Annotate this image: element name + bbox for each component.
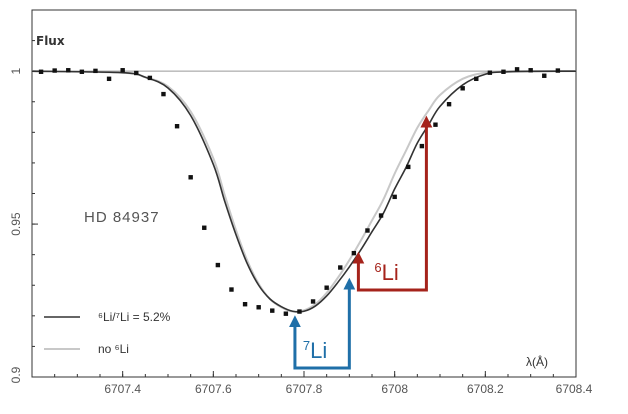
x-tick-label: 6707.4	[104, 382, 141, 396]
li6-element: Li	[382, 260, 399, 285]
observed-point	[120, 68, 125, 73]
y-axis-title: Flux	[36, 34, 65, 48]
y-tick-label: 0.95	[9, 212, 23, 236]
li6-arrow	[352, 115, 433, 292]
observed-point	[392, 194, 397, 200]
observed-point	[270, 308, 275, 313]
observed-data-points	[38, 67, 561, 316]
observed-point	[174, 124, 180, 129]
y-tick-label: 0.9	[9, 366, 23, 383]
x-tick-label: 6707.6	[195, 382, 232, 396]
observed-point	[202, 225, 207, 230]
observed-point	[365, 228, 370, 233]
observed-point	[147, 75, 153, 81]
observed-point	[161, 91, 166, 97]
observed-point	[338, 265, 343, 270]
observed-point	[310, 299, 316, 304]
x-tick-label: 6708	[381, 382, 408, 396]
observed-point	[474, 76, 479, 82]
li6-label: 6Li	[374, 260, 398, 285]
x-tick-label: 6707.8	[286, 382, 323, 396]
observed-point	[433, 122, 438, 127]
observed-point	[406, 164, 411, 170]
observed-point	[215, 262, 221, 268]
legend-label-no-li6: no ⁶Li	[98, 342, 129, 356]
observed-point	[38, 69, 44, 74]
observed-point	[378, 213, 384, 218]
li7-mass-number: 7	[303, 338, 310, 353]
observed-point	[66, 68, 71, 73]
x-axis-ticks: 6707.4 6707.6 6707.8 6708 6708.2 6708.4	[54, 371, 593, 396]
observed-point	[188, 175, 193, 180]
observed-point	[555, 68, 561, 73]
x-axis-title: λ(Å)	[526, 354, 548, 369]
li6-mass-number: 6	[374, 260, 381, 275]
observed-point	[283, 311, 289, 316]
li6-annotation: 6Li	[352, 115, 433, 292]
observed-point	[256, 305, 261, 310]
li7-element: Li	[310, 338, 327, 363]
observed-point	[93, 68, 98, 74]
series-li6-ratio-line	[31, 70, 577, 313]
observed-point	[419, 143, 425, 149]
observed-point	[324, 285, 329, 290]
observed-point	[229, 287, 234, 292]
y-tick-label: 1	[9, 68, 23, 75]
legend-label-li6-ratio: ⁶Li/⁷Li = 5.2%	[98, 310, 171, 324]
observed-point	[542, 73, 547, 78]
observed-point	[351, 250, 357, 256]
li7-label: 7Li	[303, 338, 327, 363]
legend: ⁶Li/⁷Li = 5.2% no ⁶Li	[44, 310, 171, 356]
observed-point	[460, 86, 465, 91]
series-no-li6-line	[31, 70, 577, 313]
observed-point	[242, 302, 248, 307]
observed-point	[487, 70, 493, 75]
x-tick-label: 6708.2	[467, 382, 504, 396]
observed-point	[79, 69, 85, 74]
star-name-label: HD 84937	[84, 209, 160, 226]
li7-arrow	[288, 277, 356, 370]
observed-point	[106, 76, 112, 82]
x-tick-label: 6708.4	[556, 382, 593, 396]
y-axis-ticks: 0.9 0.95 1	[9, 40, 38, 383]
li7-annotation: 7Li	[288, 277, 356, 370]
observed-point	[514, 67, 520, 72]
observed-point	[446, 101, 452, 107]
observed-point	[52, 68, 57, 73]
observed-point	[528, 68, 533, 73]
observed-point	[134, 70, 139, 76]
observed-point	[501, 69, 506, 74]
observed-point	[297, 309, 302, 314]
